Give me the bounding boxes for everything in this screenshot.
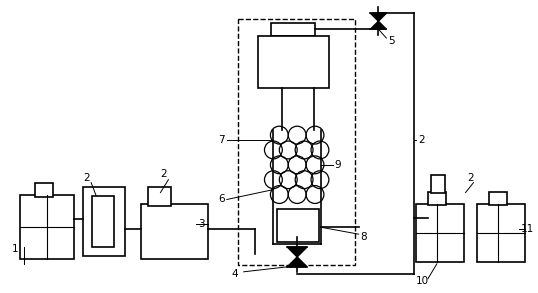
Text: 6: 6 [218,195,225,205]
Bar [416,205,464,262]
Text: 7: 7 [218,135,225,145]
Bar [477,205,525,262]
Text: 5: 5 [388,36,395,46]
Text: 4: 4 [231,269,238,279]
Bar [431,175,445,193]
Bar [238,19,355,265]
Bar [147,187,172,207]
Polygon shape [287,247,307,257]
Text: 2: 2 [418,135,424,145]
Text: 10: 10 [416,276,429,286]
Text: 2: 2 [160,169,167,179]
Bar [140,205,208,259]
Polygon shape [371,21,386,29]
Polygon shape [371,13,386,21]
Text: 1: 1 [12,244,18,254]
Text: 2: 2 [83,173,90,183]
Bar [428,192,446,205]
Bar [490,192,507,205]
Bar [20,195,74,259]
Bar [258,36,329,88]
Bar [92,195,114,247]
Bar [34,183,53,197]
Text: 3: 3 [198,219,205,229]
Text: 9: 9 [335,160,342,170]
Text: 2: 2 [468,173,474,183]
Polygon shape [287,257,307,267]
Bar [271,23,315,36]
Text: 11: 11 [521,224,534,234]
Text: 8: 8 [360,232,367,242]
Bar [278,209,319,242]
Bar [83,187,125,256]
